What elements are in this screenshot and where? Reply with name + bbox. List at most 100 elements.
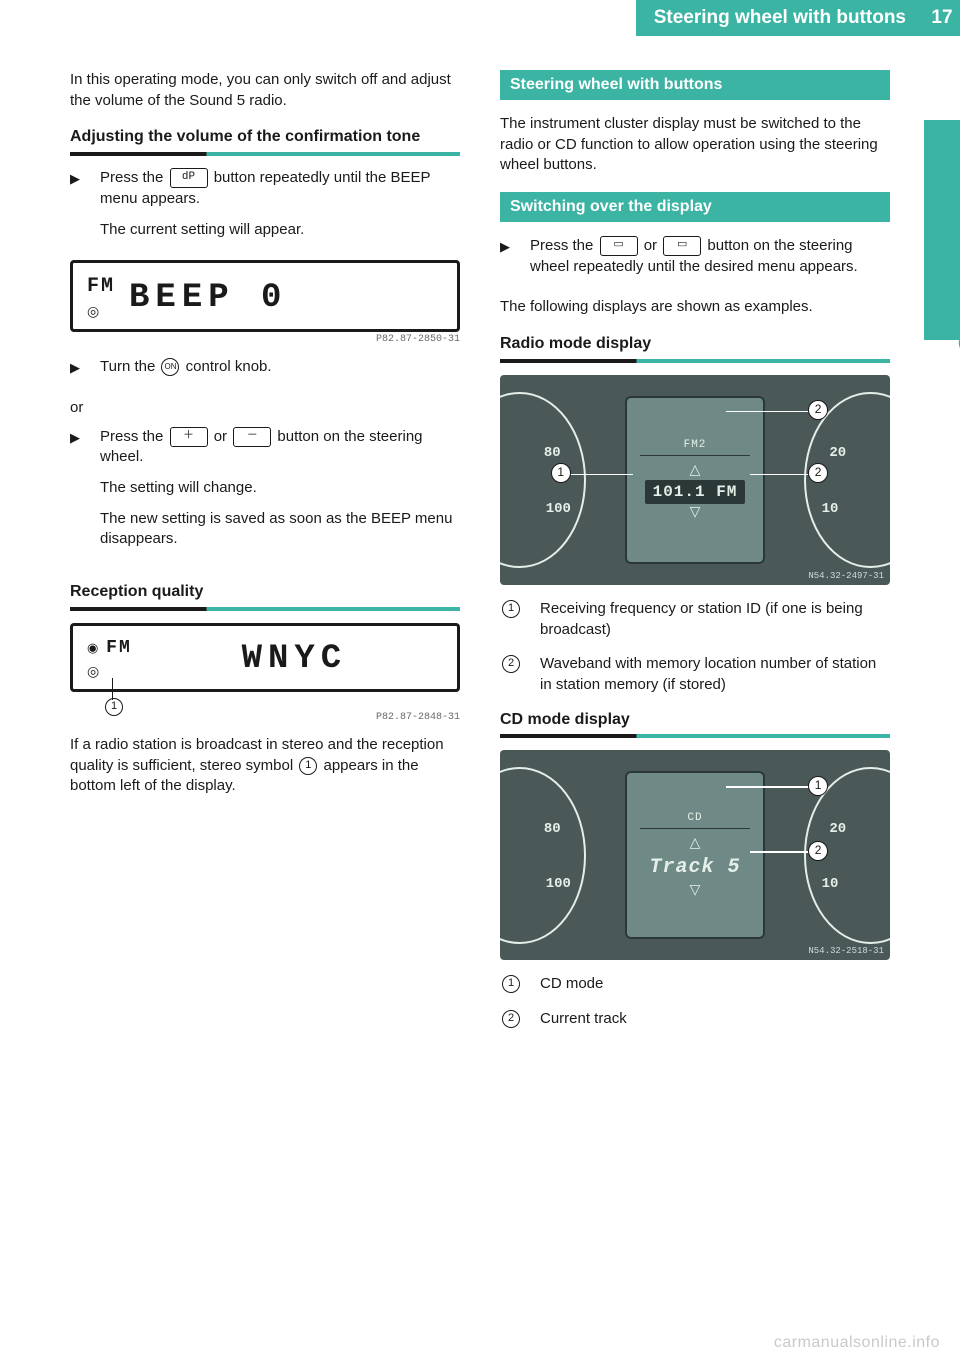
arrow-up-icon: △ [690,837,701,851]
on-knob-icon: ON [161,358,179,376]
page: Steering wheel with buttons 17 Operation… [0,0,960,1360]
cs-top: CD [640,812,749,829]
text: The new setting is saved as soon as the … [100,509,460,550]
step-marker-icon: ▶ [500,236,516,287]
lcd-display-beep: FM BEEP 0 [70,260,460,332]
reception-text: If a radio station is broadcast in stere… [70,735,460,797]
text: Press the [530,237,598,254]
watermark: carmanualsonline.info [774,1334,940,1352]
text: Press the [100,169,168,186]
gauge-num: 100 [546,501,571,517]
legend-text: Waveband with memory location number of … [540,654,890,695]
cs-main: Track 5 [641,853,748,882]
page-header: Steering wheel with buttons 17 [0,0,960,36]
heading-volume: Adjusting the volume of the confirmation… [70,127,460,148]
legend-item: 2 Waveband with memory location number o… [500,654,890,695]
text: The instrument cluster display must be s… [500,114,890,176]
gauge-num: 20 [829,445,846,461]
callout-1-icon: 1 [502,600,520,618]
step-body: Press the dP button repeatedly until the… [100,168,460,250]
lcd-display-wnyc: ◉ FM WNYC [70,623,460,692]
callout-2-icon: 2 [502,1010,520,1028]
step-marker-icon: ▶ [70,168,86,250]
text: The following displays are shown as exam… [500,297,890,318]
stereo-icon [87,664,132,681]
gauge-num: 10 [822,876,839,892]
content: In this operating mode, you can only swi… [70,70,890,1320]
step: ▶ Turn the ON control knob. [70,357,460,388]
legend-text: CD mode [540,974,890,995]
page-prev-button-icon: ▭ [600,236,638,256]
gauge-num: 10 [822,501,839,517]
minus-button-icon: － [233,427,271,447]
callout-2-icon: 2 [502,655,520,673]
heading-reception: Reception quality [70,582,460,603]
step-body: Turn the ON control knob. [100,357,460,388]
step-body: Press the ▭ or ▭ button on the steering … [530,236,890,287]
heading-rule [70,607,460,611]
left-column: In this operating mode, you can only swi… [70,70,460,1320]
step: ▶ Press the ▭ or ▭ button on the steerin… [500,236,890,287]
step: ▶ Press the dP button repeatedly until t… [70,168,460,250]
lcd-callout: 1 [70,688,460,712]
image-code: N54.32-2518-31 [808,946,884,956]
image-code: P82.87-2848-31 [70,712,460,723]
gauge-num: 100 [546,876,571,892]
header-title: Steering wheel with buttons [636,0,924,36]
section-bar: Steering wheel with buttons [500,70,890,100]
center-screen: FM2 △ 101.1 FM ▽ [625,396,765,564]
text: or [644,237,662,254]
text: Turn the [100,358,159,375]
section-bar: Switching over the display [500,192,890,222]
heading-rule [500,359,890,363]
text: Press the [100,428,168,445]
text: The setting will change. [100,478,460,499]
arrow-down-icon: ▽ [690,884,701,898]
heading-radio-mode: Radio mode display [500,334,890,355]
plus-button-icon: ＋ [170,427,208,447]
intro-text: In this operating mode, you can only swi… [70,70,460,111]
gauge-num: 80 [544,445,561,461]
center-screen: CD △ Track 5 ▽ [625,771,765,939]
cs-top: FM2 [640,439,749,456]
callout-1-icon: 1 [808,776,828,796]
image-code: P82.87-2850-31 [70,334,460,345]
cs-main: 101.1 FM [645,480,746,504]
legend-text: Receiving frequency or station ID (if on… [540,599,890,640]
legend-text: Current track [540,1009,890,1030]
step-marker-icon: ▶ [70,357,86,388]
heading-rule [70,152,460,156]
legend-item: 2 Current track [500,1009,890,1030]
callout-1-icon: 1 [105,698,123,716]
right-column: Steering wheel with buttons The instrume… [500,70,890,1320]
heading-cd-mode: CD mode display [500,710,890,731]
page-number: 17 [924,0,960,36]
lcd-band: FM [106,638,132,658]
cluster-radio: 80 100 20 10 FM2 △ 101.1 FM ▽ 1 2 [500,375,890,585]
callout-1-icon: 1 [502,975,520,993]
callout-2-icon: 2 [808,841,828,861]
or-text: or [70,398,460,419]
stereo-icon [87,304,115,321]
text: The current setting will appear. [100,220,460,241]
heading-rule [500,734,890,738]
image-code: N54.32-2497-31 [808,571,884,581]
arrow-down-icon: ▽ [690,506,701,520]
lcd-band: FM [87,275,115,298]
text: control knob. [186,358,272,375]
legend-item: 1 Receiving frequency or station ID (if … [500,599,890,640]
gauge-num: 20 [829,821,846,837]
cluster-cd: 80 100 20 10 CD △ Track 5 ▽ 1 2 N54.32-2… [500,750,890,960]
lcd-text: BEEP 0 [129,281,443,315]
text: or [214,428,232,445]
side-tab-label: Operation [954,230,960,352]
callout-1-icon: 1 [299,757,317,775]
dp-button-icon: dP [170,168,208,188]
gauge-num: 80 [544,821,561,837]
step-body: Press the ＋ or － button on the steering … [100,427,460,560]
legend-item: 1 CD mode [500,974,890,995]
lcd-text: WNYC [146,642,443,676]
arrow-up-icon: △ [690,464,701,478]
page-next-button-icon: ▭ [663,236,701,256]
step: ▶ Press the ＋ or － button on the steerin… [70,427,460,560]
